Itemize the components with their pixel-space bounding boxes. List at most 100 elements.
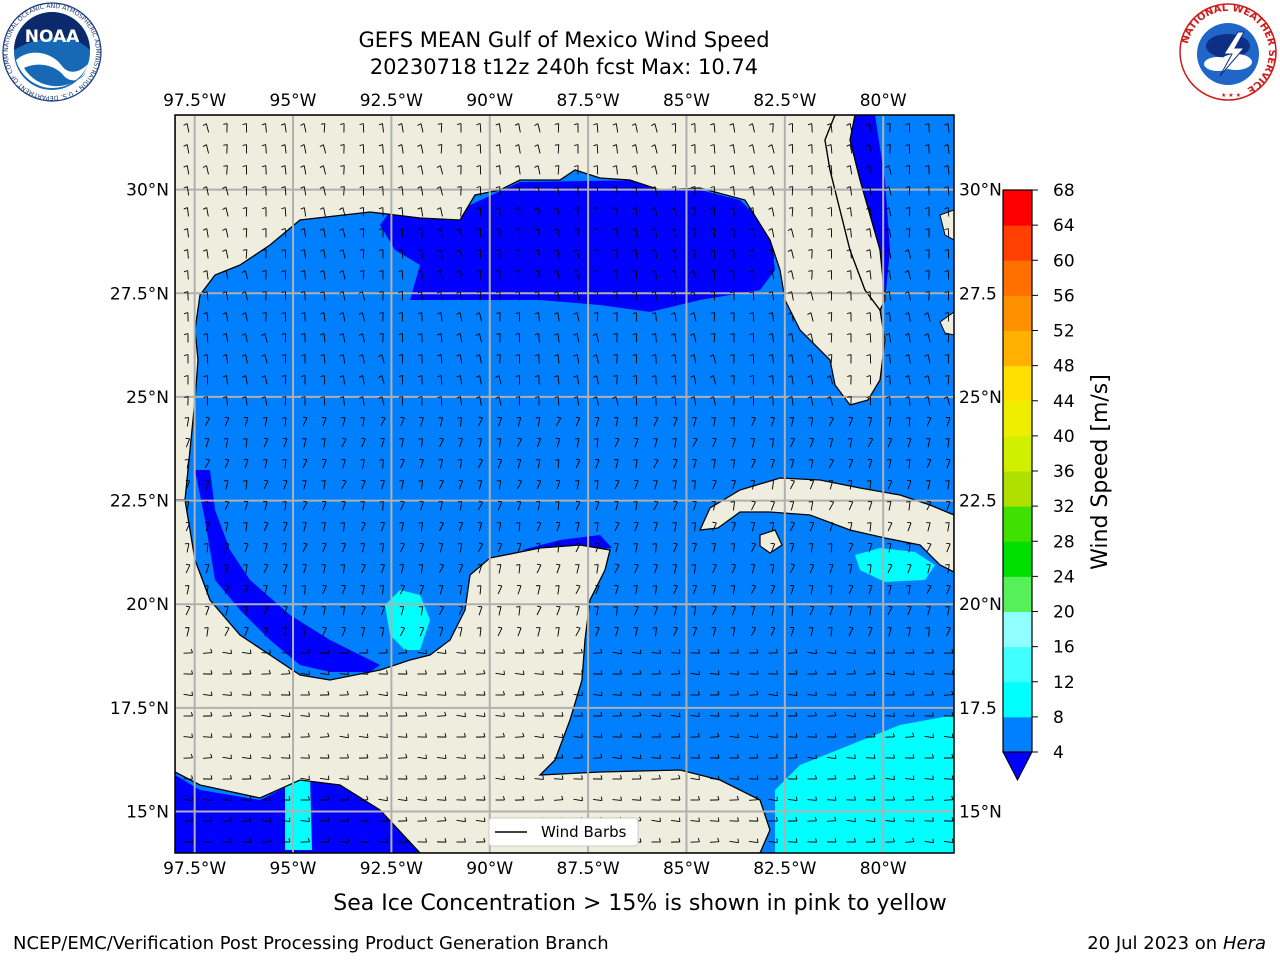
wind-barb <box>904 795 915 801</box>
wind-barb <box>634 479 639 490</box>
wind-barb <box>865 144 872 154</box>
wind-barb <box>358 375 365 385</box>
wind-barb <box>788 396 794 406</box>
wind-barb <box>224 416 230 427</box>
wind-barb <box>944 228 950 238</box>
wind-barb <box>672 522 677 532</box>
wind-barb <box>183 691 193 697</box>
wind-barb <box>904 712 915 717</box>
wind-barb <box>280 754 291 759</box>
wind-barb <box>398 165 404 175</box>
wind-barb <box>319 732 330 738</box>
wind-barb <box>787 733 798 738</box>
wind-barb <box>692 417 697 427</box>
wind-barb <box>222 711 232 717</box>
wind-barb <box>222 207 229 217</box>
wind-barb <box>593 207 598 217</box>
wind-barb <box>904 775 915 781</box>
wind-lt4-region-west <box>195 470 380 672</box>
wind-barb <box>672 480 677 490</box>
wind-barb <box>691 249 696 259</box>
wind-barb <box>885 712 895 717</box>
wind-barb <box>261 375 268 385</box>
wind-barb <box>419 584 425 595</box>
wind-barb <box>223 522 229 532</box>
wind-barb <box>573 691 583 697</box>
wind-barb <box>554 333 560 343</box>
wind-barb <box>204 438 210 448</box>
wind-barb <box>751 416 756 427</box>
wind-barbs <box>183 123 954 844</box>
wind-barb <box>866 333 872 343</box>
wind-barb <box>183 207 189 217</box>
wind-barb <box>670 270 677 280</box>
wind-barb <box>651 774 661 780</box>
wind-barb <box>534 670 544 675</box>
wind-barb <box>592 753 603 759</box>
wind-barb <box>204 458 211 469</box>
wind-barb <box>827 333 833 343</box>
wind-barb <box>788 375 794 385</box>
wind-barb <box>397 775 408 780</box>
wind-barb <box>768 270 775 280</box>
wind-barb <box>748 165 755 175</box>
wind-barb <box>475 649 486 654</box>
wind-barb <box>437 354 443 364</box>
wind-barb <box>634 437 639 448</box>
wind-barb <box>476 627 482 637</box>
wind-barb <box>692 437 698 448</box>
wind-barb <box>321 606 326 616</box>
wind-barb <box>808 249 813 259</box>
wind-barb <box>497 416 503 427</box>
wind-barb <box>924 754 934 759</box>
wind-barb <box>553 753 564 759</box>
wind-barb <box>263 501 268 511</box>
wind-barb <box>339 838 349 844</box>
wind-barb <box>475 396 482 406</box>
colorbar-segment <box>1003 541 1032 577</box>
wind-barb <box>749 249 755 259</box>
wind-barb <box>632 249 638 259</box>
wind-barb <box>593 270 599 280</box>
wind-barb <box>904 817 915 822</box>
wind-barb <box>535 543 541 553</box>
wind-barb <box>632 270 638 280</box>
wind-barb <box>846 207 852 217</box>
wind-barb <box>553 712 564 717</box>
wind-barb <box>768 838 778 843</box>
wind-barb <box>632 396 638 406</box>
wind-barb <box>456 712 466 718</box>
wind-barb <box>944 165 950 175</box>
wind-barb <box>339 396 345 406</box>
wind-barb <box>944 354 950 364</box>
wind-barb <box>183 144 190 154</box>
wind-barb <box>535 417 541 427</box>
wind-barb <box>437 333 443 343</box>
wind-barb <box>398 396 404 406</box>
wind-barb <box>437 375 443 385</box>
wind-barb <box>887 521 893 532</box>
wind-barb <box>300 333 306 343</box>
wind-barb <box>495 207 501 217</box>
wind-barb <box>536 521 542 532</box>
wind-barb <box>319 144 327 154</box>
wind-barb <box>399 438 404 448</box>
wind-barb <box>865 207 872 217</box>
wind-barb <box>770 584 776 595</box>
wind-barb <box>749 354 755 364</box>
wind-barb <box>241 333 248 343</box>
wind-barb <box>456 754 466 759</box>
wind-barb <box>575 500 581 511</box>
wind-barb <box>183 775 193 780</box>
wind-barb <box>926 606 931 616</box>
wind-barb <box>514 144 521 154</box>
wind-barb <box>553 733 564 739</box>
wind-barb <box>573 375 580 385</box>
wind-barb <box>867 459 873 469</box>
wind-barb <box>613 375 618 385</box>
wind-barb <box>514 649 525 654</box>
wind-barb <box>865 669 876 675</box>
wind-barb <box>925 627 930 637</box>
wind-barb <box>826 691 837 696</box>
wind-barb <box>339 291 346 301</box>
